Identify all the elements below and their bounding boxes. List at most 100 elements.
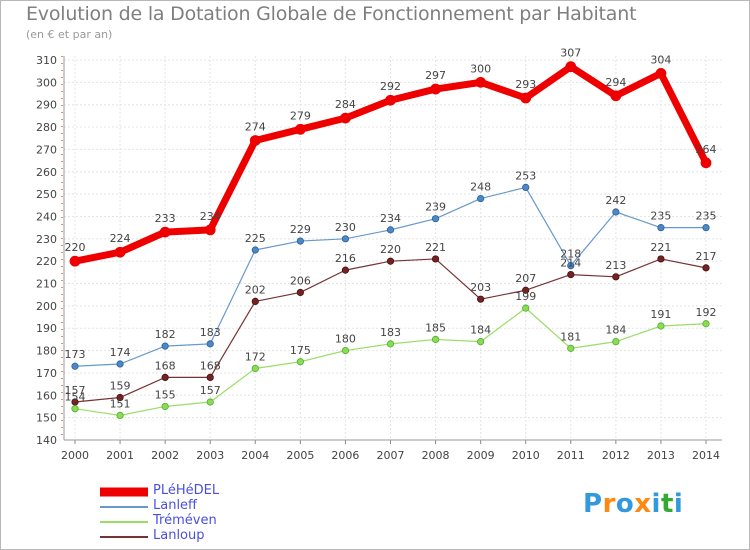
chart-title: Evolution de la Dotation Globale de Fonc… — [26, 3, 637, 25]
data-point — [159, 226, 171, 238]
data-point — [249, 135, 261, 146]
x-tick-label: 2002 — [151, 449, 179, 462]
data-point — [251, 246, 259, 254]
data-label: 207 — [515, 272, 536, 285]
data-point — [567, 344, 575, 352]
legend-swatch-lanloup — [100, 535, 148, 538]
chart-subtitle: (en € et par an) — [26, 28, 113, 41]
data-label: 218 — [560, 248, 581, 261]
x-tick-label: 2000 — [61, 449, 89, 462]
x-tick-label: 2010 — [512, 449, 540, 462]
data-label: 217 — [696, 250, 717, 263]
data-label: 220 — [380, 243, 401, 256]
y-tick-label: 170 — [36, 367, 57, 380]
data-label: 297 — [425, 69, 446, 82]
data-label: 234 — [200, 210, 221, 223]
data-point — [116, 360, 124, 368]
plot-area — [64, 56, 722, 440]
data-label: 233 — [155, 212, 176, 225]
data-label: 279 — [290, 109, 311, 122]
data-point — [702, 264, 710, 272]
data-label: 234 — [380, 212, 401, 225]
y-tick-label: 220 — [36, 255, 57, 268]
data-label: 168 — [155, 359, 176, 372]
data-point — [567, 270, 575, 279]
data-label: 274 — [245, 120, 266, 133]
data-point — [612, 338, 620, 346]
logo-letter: i — [651, 489, 661, 519]
data-point — [341, 235, 350, 243]
data-point — [612, 208, 620, 216]
data-label: 157 — [200, 384, 221, 397]
legend-label: Tréméven — [153, 513, 217, 528]
y-tick-label: 290 — [36, 99, 57, 112]
data-point — [477, 295, 485, 303]
x-tick-label: 2006 — [331, 449, 359, 462]
data-label: 253 — [515, 169, 536, 182]
x-tick-label: 2004 — [241, 449, 269, 462]
x-tick-label: 2005 — [286, 449, 314, 462]
data-label: 284 — [335, 98, 356, 111]
data-label: 183 — [200, 326, 221, 339]
data-label: 180 — [335, 333, 356, 346]
data-label: 292 — [380, 80, 401, 93]
data-point — [116, 393, 124, 402]
data-point — [340, 112, 351, 124]
data-point — [386, 226, 395, 234]
data-point — [116, 411, 124, 420]
proxiti-logo: Proxiti — [583, 489, 683, 519]
data-point — [69, 255, 81, 267]
data-point — [657, 255, 665, 263]
data-point — [522, 304, 530, 312]
y-tick-label: 200 — [36, 300, 57, 313]
data-point — [161, 402, 169, 411]
data-label: 248 — [470, 181, 491, 194]
data-point — [296, 237, 304, 245]
legend-label: Lanleff — [153, 498, 198, 513]
y-tick-label: 310 — [36, 54, 57, 67]
data-point — [702, 320, 710, 328]
data-label: 173 — [65, 348, 86, 361]
data-label: 294 — [605, 76, 626, 89]
data-point — [430, 83, 441, 95]
x-tick-label: 2009 — [467, 449, 495, 462]
data-point — [341, 346, 350, 355]
data-point — [610, 90, 622, 102]
y-tick-label: 260 — [36, 166, 57, 179]
data-point — [161, 373, 169, 382]
x-tick-label: 2008 — [422, 449, 450, 462]
data-point — [477, 194, 485, 203]
data-point — [522, 286, 530, 294]
data-label: 214 — [560, 257, 581, 270]
data-point — [386, 257, 395, 265]
data-label: 191 — [650, 308, 671, 321]
data-point — [657, 224, 665, 232]
data-point — [431, 255, 440, 263]
data-label: 159 — [110, 380, 131, 393]
data-point — [522, 183, 530, 192]
data-point — [296, 288, 304, 297]
data-label: 206 — [290, 274, 311, 287]
legend-swatch-tremeven — [100, 520, 148, 523]
y-tick-label: 150 — [36, 412, 57, 425]
data-label: 155 — [155, 388, 176, 401]
data-point — [114, 246, 126, 258]
data-point — [161, 342, 169, 350]
data-label: 157 — [65, 384, 86, 397]
legend-swatch-lanleff — [100, 505, 148, 508]
x-tick-label: 2001 — [106, 449, 134, 462]
y-tick-label: 300 — [36, 76, 57, 89]
logo-letter: x — [634, 489, 652, 519]
data-point — [206, 340, 214, 348]
logo-letter: i — [673, 489, 684, 519]
data-point — [206, 373, 214, 382]
logo-letter: t — [660, 489, 674, 519]
data-point — [567, 262, 575, 270]
data-point — [251, 297, 259, 306]
x-tick-label: 2011 — [557, 449, 585, 462]
data-point — [71, 362, 79, 370]
data-label: 307 — [560, 47, 581, 60]
data-point — [700, 157, 712, 169]
y-tick-label: 270 — [36, 143, 57, 156]
